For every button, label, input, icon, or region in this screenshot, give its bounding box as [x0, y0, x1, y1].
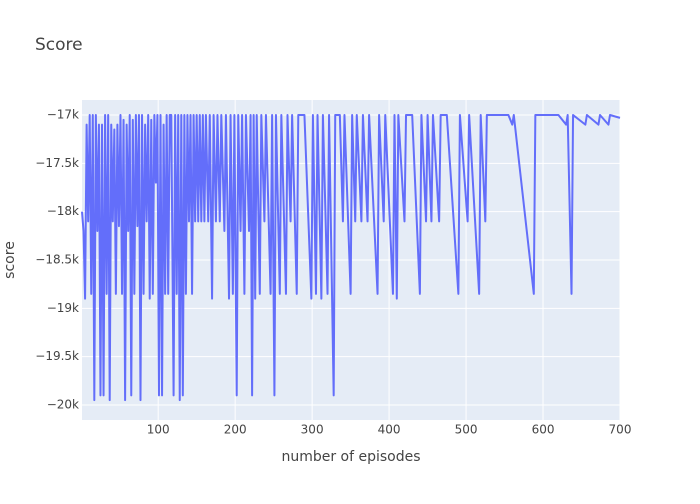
y-axis-label: score	[2, 241, 18, 279]
y-tick-label: −18.5k	[35, 253, 79, 267]
x-tick-label: 400	[378, 423, 401, 437]
line	[81, 113, 621, 402]
chart-title: Score	[35, 35, 83, 55]
y-tick-label: −19k	[47, 301, 79, 315]
y-tick-label: −19.5k	[35, 349, 79, 363]
x-tick-label: 300	[301, 423, 324, 437]
x-tick-label: 200	[224, 423, 247, 437]
x-tick-label: 700	[609, 423, 632, 437]
y-tick-label: −20k	[47, 398, 79, 412]
y-tick-label: −18k	[47, 204, 79, 218]
x-tick-label: 500	[455, 423, 478, 437]
x-tick-label: 100	[147, 423, 170, 437]
y-tick-label: −17k	[47, 107, 79, 121]
x-axis-label: number of episodes	[281, 449, 420, 465]
x-tick-label: 600	[532, 423, 555, 437]
y-tick-label: −17.5k	[35, 156, 79, 170]
